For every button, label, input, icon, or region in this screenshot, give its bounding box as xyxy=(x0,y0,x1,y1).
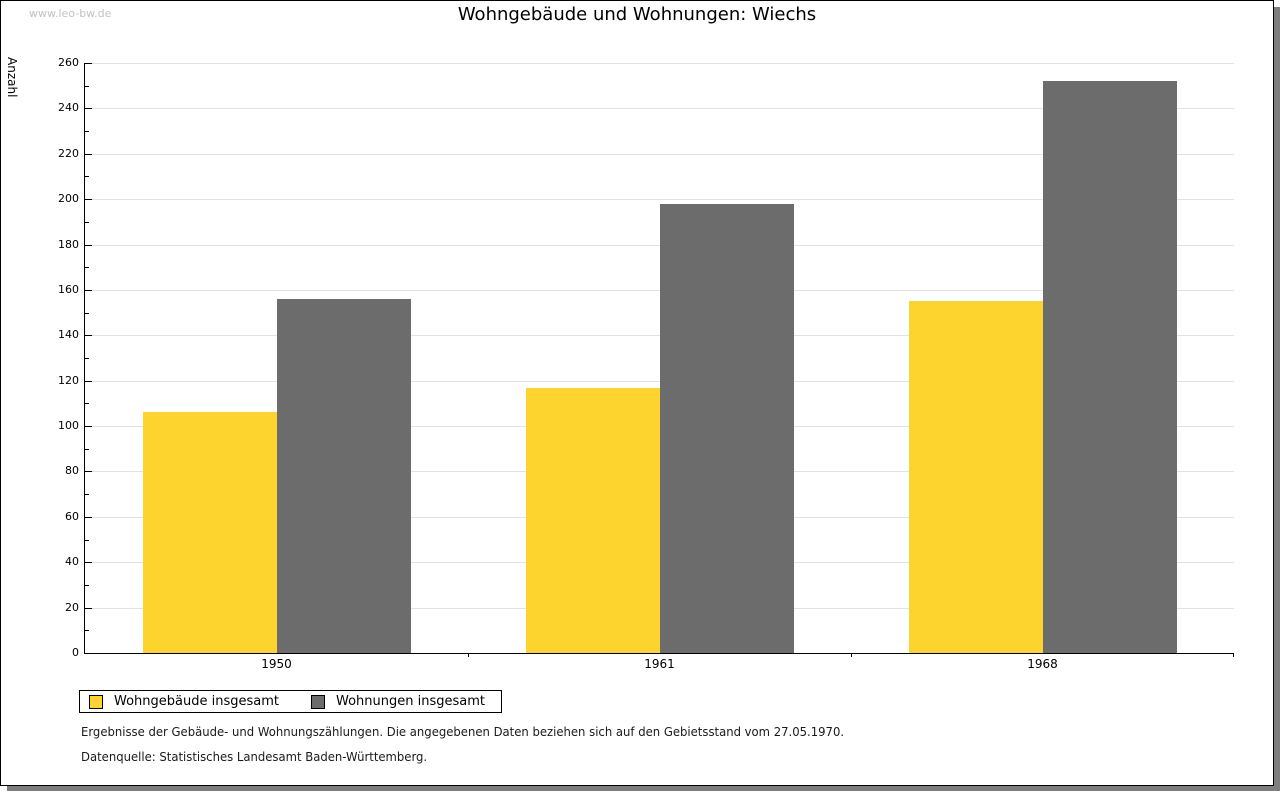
bar xyxy=(659,203,794,653)
watermark: www.leo-bw.de xyxy=(29,7,112,20)
x-tick-label: 1950 xyxy=(261,657,292,671)
footnote-line-1: Ergebnisse der Gebäude- und Wohnungszähl… xyxy=(81,725,845,739)
plot-area: 0 20 40 60 80 100 120 140 160 180 200 220 240 260 1950… xyxy=(58,56,1234,671)
y-major-tick xyxy=(85,199,92,201)
legend-swatch xyxy=(311,694,325,709)
y-axis-label: Anzahl xyxy=(5,57,19,98)
bar xyxy=(525,387,660,653)
y-minor-tick xyxy=(85,131,89,133)
y-major-tick xyxy=(85,471,92,473)
y-tick-label: 200 xyxy=(58,192,79,206)
x-boundary-tick xyxy=(468,653,469,657)
y-tick-label: 20 xyxy=(65,600,79,614)
x-tick-label: 1961 xyxy=(644,657,675,671)
gridline xyxy=(85,108,1234,110)
y-tick-label: 160 xyxy=(58,282,79,296)
y-major-tick xyxy=(85,335,92,337)
y-minor-tick xyxy=(85,221,89,223)
legend-item: Wohngebäude insgesamt xyxy=(89,694,279,709)
y-major-tick xyxy=(85,244,92,246)
y-tick-label: 240 xyxy=(58,101,79,115)
y-major-tick xyxy=(85,607,92,609)
y-minor-tick xyxy=(85,584,89,586)
gridline xyxy=(85,153,1234,155)
gridline xyxy=(85,199,1234,201)
legend-label: Wohngebäude insgesamt xyxy=(114,694,279,709)
y-minor-tick xyxy=(85,539,89,541)
legend-label: Wohnungen insgesamt xyxy=(336,694,485,709)
y-tick-label: 80 xyxy=(65,464,79,478)
bar xyxy=(1042,81,1177,653)
x-boundary-tick xyxy=(851,653,852,657)
y-major-tick xyxy=(85,516,92,518)
y-minor-tick xyxy=(85,312,89,314)
y-tick-label: 120 xyxy=(58,373,79,387)
legend-item: Wohnungen insgesamt xyxy=(311,694,485,709)
y-minor-tick xyxy=(85,630,89,632)
y-major-tick xyxy=(85,426,92,428)
y-tick-label: 180 xyxy=(58,237,79,251)
bar xyxy=(142,412,277,653)
y-minor-tick xyxy=(85,448,89,450)
y-tick-label: 260 xyxy=(58,56,79,69)
y-minor-tick xyxy=(85,267,89,269)
chart-title: Wohngebäude und Wohnungen: Wiechs xyxy=(457,4,817,25)
y-major-tick xyxy=(85,562,92,564)
y-tick-label: 140 xyxy=(58,328,79,342)
y-minor-tick xyxy=(85,85,89,87)
gridline xyxy=(85,63,1234,64)
bar xyxy=(276,299,411,653)
x-tick-label: 1968 xyxy=(1027,657,1058,671)
y-major-tick xyxy=(85,63,92,64)
y-minor-tick xyxy=(85,494,89,496)
y-tick-label: 0 xyxy=(72,646,79,659)
y-major-tick xyxy=(85,108,92,110)
y-tick-label: 220 xyxy=(58,146,79,160)
bar xyxy=(908,301,1043,653)
y-minor-tick xyxy=(85,358,89,359)
y-major-tick xyxy=(85,153,92,155)
x-end-tick xyxy=(1233,653,1234,657)
y-tick-label: 60 xyxy=(65,509,79,523)
y-major-tick xyxy=(85,380,92,382)
legend-swatch xyxy=(89,694,103,709)
footnote-line-2: Datenquelle: Statistisches Landesamt Bad… xyxy=(81,750,428,764)
legend: Wohngebäude insgesamt Wohnungen insgesamt xyxy=(79,690,502,713)
y-tick-label: 100 xyxy=(58,419,79,433)
y-tick-label: 40 xyxy=(65,555,79,569)
y-minor-tick xyxy=(85,403,89,405)
y-major-tick xyxy=(85,289,92,291)
y-minor-tick xyxy=(85,176,89,178)
